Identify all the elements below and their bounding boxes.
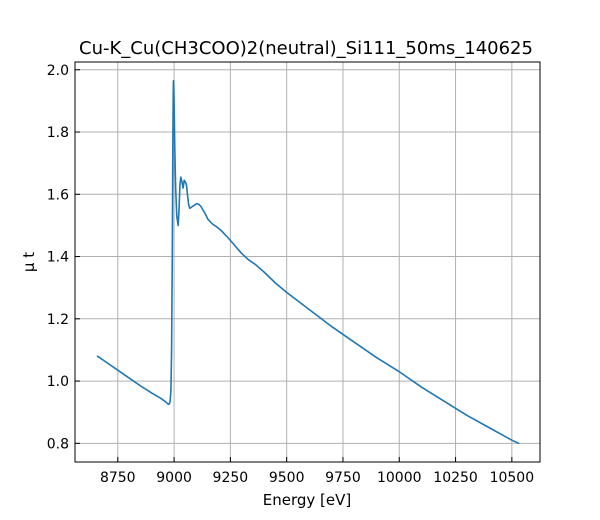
x-tick-label: 9750: [325, 470, 361, 486]
series-layer: [96, 79, 520, 445]
y-tick-label: 1.4: [47, 250, 69, 266]
y-tick-label: 2.0: [47, 63, 69, 79]
x-tick-label: 9000: [156, 470, 192, 486]
y-tick-label: 1.6: [47, 187, 69, 203]
ticks: 8750 9000 9250 9500 9750 10000 10250 10500 0.8 1.…: [47, 63, 534, 486]
x-tick-label: 10250: [433, 470, 478, 486]
y-tick-label: 0.8: [47, 436, 69, 452]
chart-title: Cu-K_Cu(CH3COO)2(neutral)_Si111_50ms_140…: [79, 38, 533, 59]
y-axis-label: μ t: [20, 252, 38, 272]
series-line: [96, 79, 520, 445]
x-axis-label: Energy [eV]: [263, 491, 351, 509]
plot-frame: [74, 61, 541, 463]
y-tick-label: 1.8: [47, 125, 69, 141]
x-tick-label: 10500: [490, 470, 535, 486]
grid: [75, 62, 540, 462]
x-tick-label: 9500: [269, 470, 305, 486]
x-tick-label: 8750: [100, 470, 136, 486]
y-tick-label: 1.2: [47, 312, 69, 328]
y-tick-label: 1.0: [47, 374, 69, 390]
x-tick-label: 9250: [213, 470, 249, 486]
x-tick-label: 10000: [377, 470, 422, 486]
